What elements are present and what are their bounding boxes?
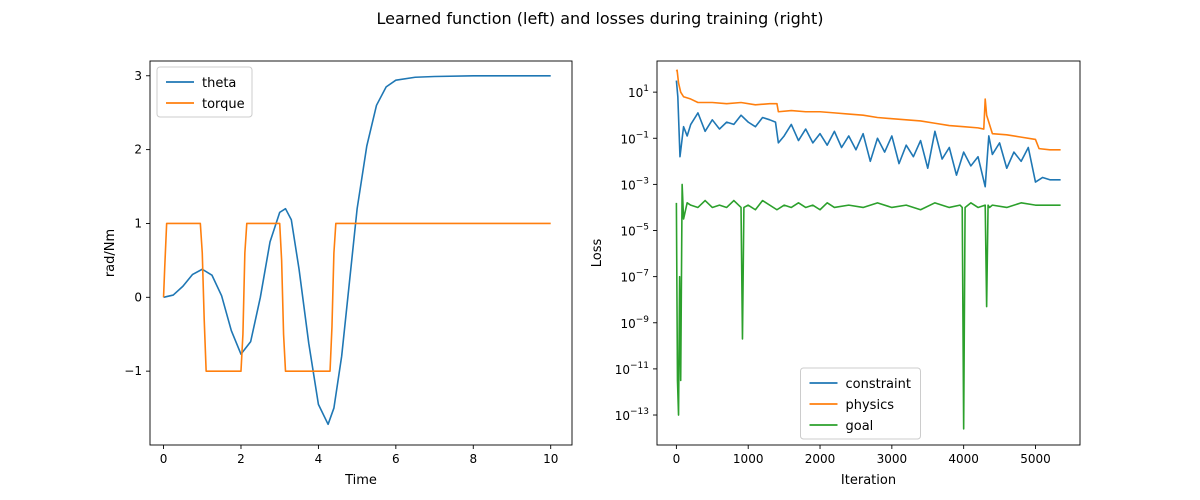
legend-label-constraint: constraint: [846, 377, 911, 392]
legend-box: [800, 367, 921, 440]
y-tick-label: 10−5: [620, 223, 649, 239]
x-tick-label: 0: [160, 452, 168, 466]
y-tick-label: 3: [134, 69, 142, 83]
x-tick-label: 5000: [1020, 452, 1051, 466]
legend: constraint physics goal: [800, 367, 921, 440]
y-tick-label: 10−11: [615, 361, 649, 377]
x-tick-label: 10: [543, 452, 558, 466]
series-lines: [675, 69, 1061, 430]
series-line-theta: [163, 74, 551, 426]
legend-box: [156, 66, 253, 118]
left-axes: 0 2 4 6 8 10 −1 0 1 2 3 Time rad/Nm theta torque: [103, 60, 573, 488]
series-line-torque: [162, 222, 551, 372]
legend-label-torque: torque: [202, 97, 245, 112]
series-line-goal: [675, 183, 1061, 430]
x-axis-label: Time: [344, 473, 377, 488]
x-tick-label: 0: [673, 452, 681, 466]
x-tick-label: 2: [237, 452, 245, 466]
x-tick-label: 1000: [733, 452, 764, 466]
legend: theta torque: [156, 66, 253, 118]
series-line-physics: [675, 69, 1061, 151]
axes-frame: [656, 60, 1081, 446]
y-tick-label: 10−13: [615, 407, 649, 423]
y-tick-label: 10−3: [620, 176, 649, 192]
x-tick-label: 3000: [877, 452, 908, 466]
y-tick-label: 2: [134, 143, 142, 157]
x-axis-label: Iteration: [841, 473, 896, 488]
y-tick-label: 10−1: [620, 130, 649, 146]
legend-label-physics: physics: [846, 398, 895, 413]
x-tick-label: 4: [315, 452, 323, 466]
right-axes: 0 1000 2000 3000 4000 5000 101 10−1 10−3 10−5 10−7…: [590, 60, 1081, 488]
y-tick-label: 10−7: [620, 269, 649, 285]
y-tick-label: −1: [124, 364, 142, 378]
x-tick-label: 4000: [948, 452, 979, 466]
y-tick-label: 101: [628, 84, 649, 100]
x-tick-label: 6: [392, 452, 400, 466]
figure-title: Learned function (left) and losses durin…: [377, 9, 824, 28]
legend-label-theta: theta: [202, 76, 236, 91]
y-tick-label: 10−9: [620, 315, 649, 331]
axes-frame: [149, 60, 573, 446]
y-axis-label: rad/Nm: [103, 229, 118, 277]
x-tick-label: 8: [469, 452, 477, 466]
series-lines: [162, 74, 551, 426]
legend-label-goal: goal: [846, 419, 874, 434]
y-tick-label: 0: [134, 290, 142, 304]
series-line-constraint: [675, 80, 1061, 188]
x-tick-label: 2000: [805, 452, 836, 466]
y-axis-label: Loss: [590, 239, 605, 268]
y-tick-label: 1: [134, 216, 142, 230]
